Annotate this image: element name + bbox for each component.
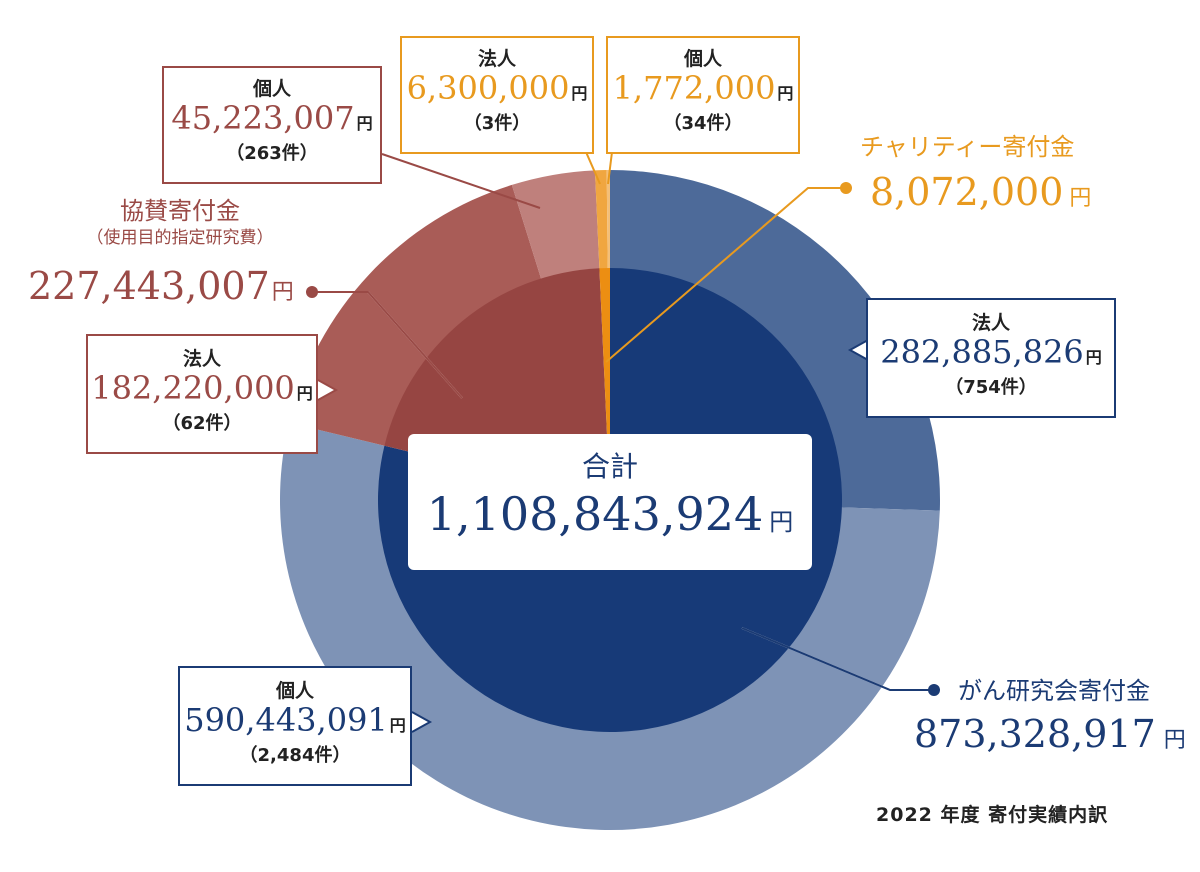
- connector-kyosan-kojin: [381, 153, 541, 209]
- label-kyosan-sub: （使用目的指定研究費）: [86, 228, 274, 248]
- total-label: 合計: [581, 450, 638, 483]
- leader-gan: [741, 627, 930, 691]
- outer-slice-1: [279, 422, 940, 831]
- pointer-kyosan-hojin: [317, 379, 339, 401]
- total-amount: 1,108,843,924: [426, 487, 764, 541]
- callout-unit: 円: [1085, 348, 1102, 367]
- leader-gan-dot: [928, 684, 940, 696]
- label-kyosan: 協賛寄付金 （使用目的指定研究費）: [40, 196, 320, 250]
- callout-amount: 590,443,091: [184, 701, 388, 739]
- outer-slice-3: [511, 170, 600, 281]
- label-gan-total: 873,328,917 円: [914, 712, 1186, 756]
- outer-slice-4: [594, 170, 608, 271]
- connector-charity-kojin: [607, 151, 613, 185]
- label-gan: がん研究会寄付金: [958, 676, 1150, 706]
- label-charity-name: チャリティー寄付金: [860, 133, 1075, 161]
- total-box: 合計 1,108,843,924 円: [408, 434, 812, 570]
- label-charity-unit: 円: [1069, 186, 1092, 211]
- outer-slice-5: [606, 170, 610, 271]
- callout-kyosan-hojin: 法人 182,220,000 円 （62件）: [86, 334, 318, 454]
- callout-gan-kojin: 個人 590,443,091 円 （2,484件）: [178, 666, 412, 786]
- callout-value: 1,772,000 円: [608, 70, 798, 112]
- callout-charity-kojin: 個人 1,772,000 円 （34件）: [606, 36, 800, 154]
- callout-value: 6,300,000 円: [402, 70, 592, 112]
- leader-kyosan-dot: [306, 286, 318, 298]
- callout-amount: 182,220,000: [91, 369, 295, 407]
- callout-title: 個人: [252, 78, 291, 100]
- callout-title: 法人: [182, 348, 221, 370]
- callout-amount: 1,772,000: [612, 69, 776, 107]
- callout-value: 282,885,826 円: [868, 334, 1114, 376]
- callout-value: 182,220,000 円: [88, 370, 316, 412]
- total-value: 1,108,843,924 円: [408, 484, 812, 552]
- callout-title: 法人: [971, 312, 1010, 334]
- chart-caption: 2022 年度 寄付実績内訳: [876, 804, 1109, 826]
- callout-amount: 6,300,000: [406, 69, 570, 107]
- callout-count: （754件）: [945, 377, 1037, 398]
- outer-slice-0: [610, 170, 940, 511]
- callout-title: 法人: [477, 48, 516, 70]
- total-unit: 円: [769, 508, 794, 536]
- callout-count: （2,484件）: [239, 745, 351, 766]
- leader-charity-dot: [840, 182, 852, 194]
- connector-charity-hojin: [585, 151, 601, 185]
- callout-count: （3件）: [463, 113, 531, 134]
- label-charity-total: 8,072,000 円: [870, 170, 1091, 214]
- callout-value: 45,223,007 円: [164, 100, 380, 142]
- callout-count: （263件）: [226, 143, 318, 164]
- callout-amount: 45,223,007: [171, 99, 355, 137]
- outer-slice-2: [289, 184, 542, 447]
- callout-title: 個人: [683, 48, 722, 70]
- callout-unit: 円: [296, 384, 313, 403]
- label-gan-amount: 873,328,917: [914, 712, 1156, 756]
- callout-unit: 円: [571, 84, 588, 103]
- callout-count: （34件）: [663, 113, 743, 134]
- leader-lines: [306, 151, 940, 733]
- label-kyosan-total: 227,443,007円: [28, 264, 294, 308]
- callout-gan-hojin: 法人 282,885,826 円 （754件）: [866, 298, 1116, 418]
- outer-ring: [279, 170, 940, 831]
- pointer-gan-hojin: [847, 339, 869, 361]
- label-kyosan-name: 協賛寄付金: [120, 197, 240, 225]
- label-gan-unit: 円: [1163, 728, 1186, 753]
- callout-amount: 282,885,826: [880, 333, 1084, 371]
- callout-charity-hojin: 法人 6,300,000 円 （3件）: [400, 36, 594, 154]
- label-kyosan-unit: 円: [271, 280, 294, 305]
- callout-title: 個人: [275, 680, 314, 702]
- leader-charity: [605, 187, 846, 363]
- callout-unit: 円: [356, 114, 373, 133]
- label-charity: チャリティー寄付金: [860, 132, 1074, 162]
- pointer-gan-kojin: [411, 711, 433, 733]
- callout-unit: 円: [389, 716, 406, 735]
- label-charity-amount: 8,072,000: [870, 170, 1064, 214]
- label-kyosan-amount: 227,443,007: [28, 264, 270, 308]
- leader-kyosan: [316, 291, 463, 399]
- callout-value: 590,443,091 円: [180, 702, 410, 744]
- callout-kyosan-kojin: 個人 45,223,007 円 （263件）: [162, 66, 382, 184]
- label-gan-name: がん研究会寄付金: [958, 677, 1150, 705]
- callout-unit: 円: [777, 84, 794, 103]
- callout-count: （62件）: [162, 413, 242, 434]
